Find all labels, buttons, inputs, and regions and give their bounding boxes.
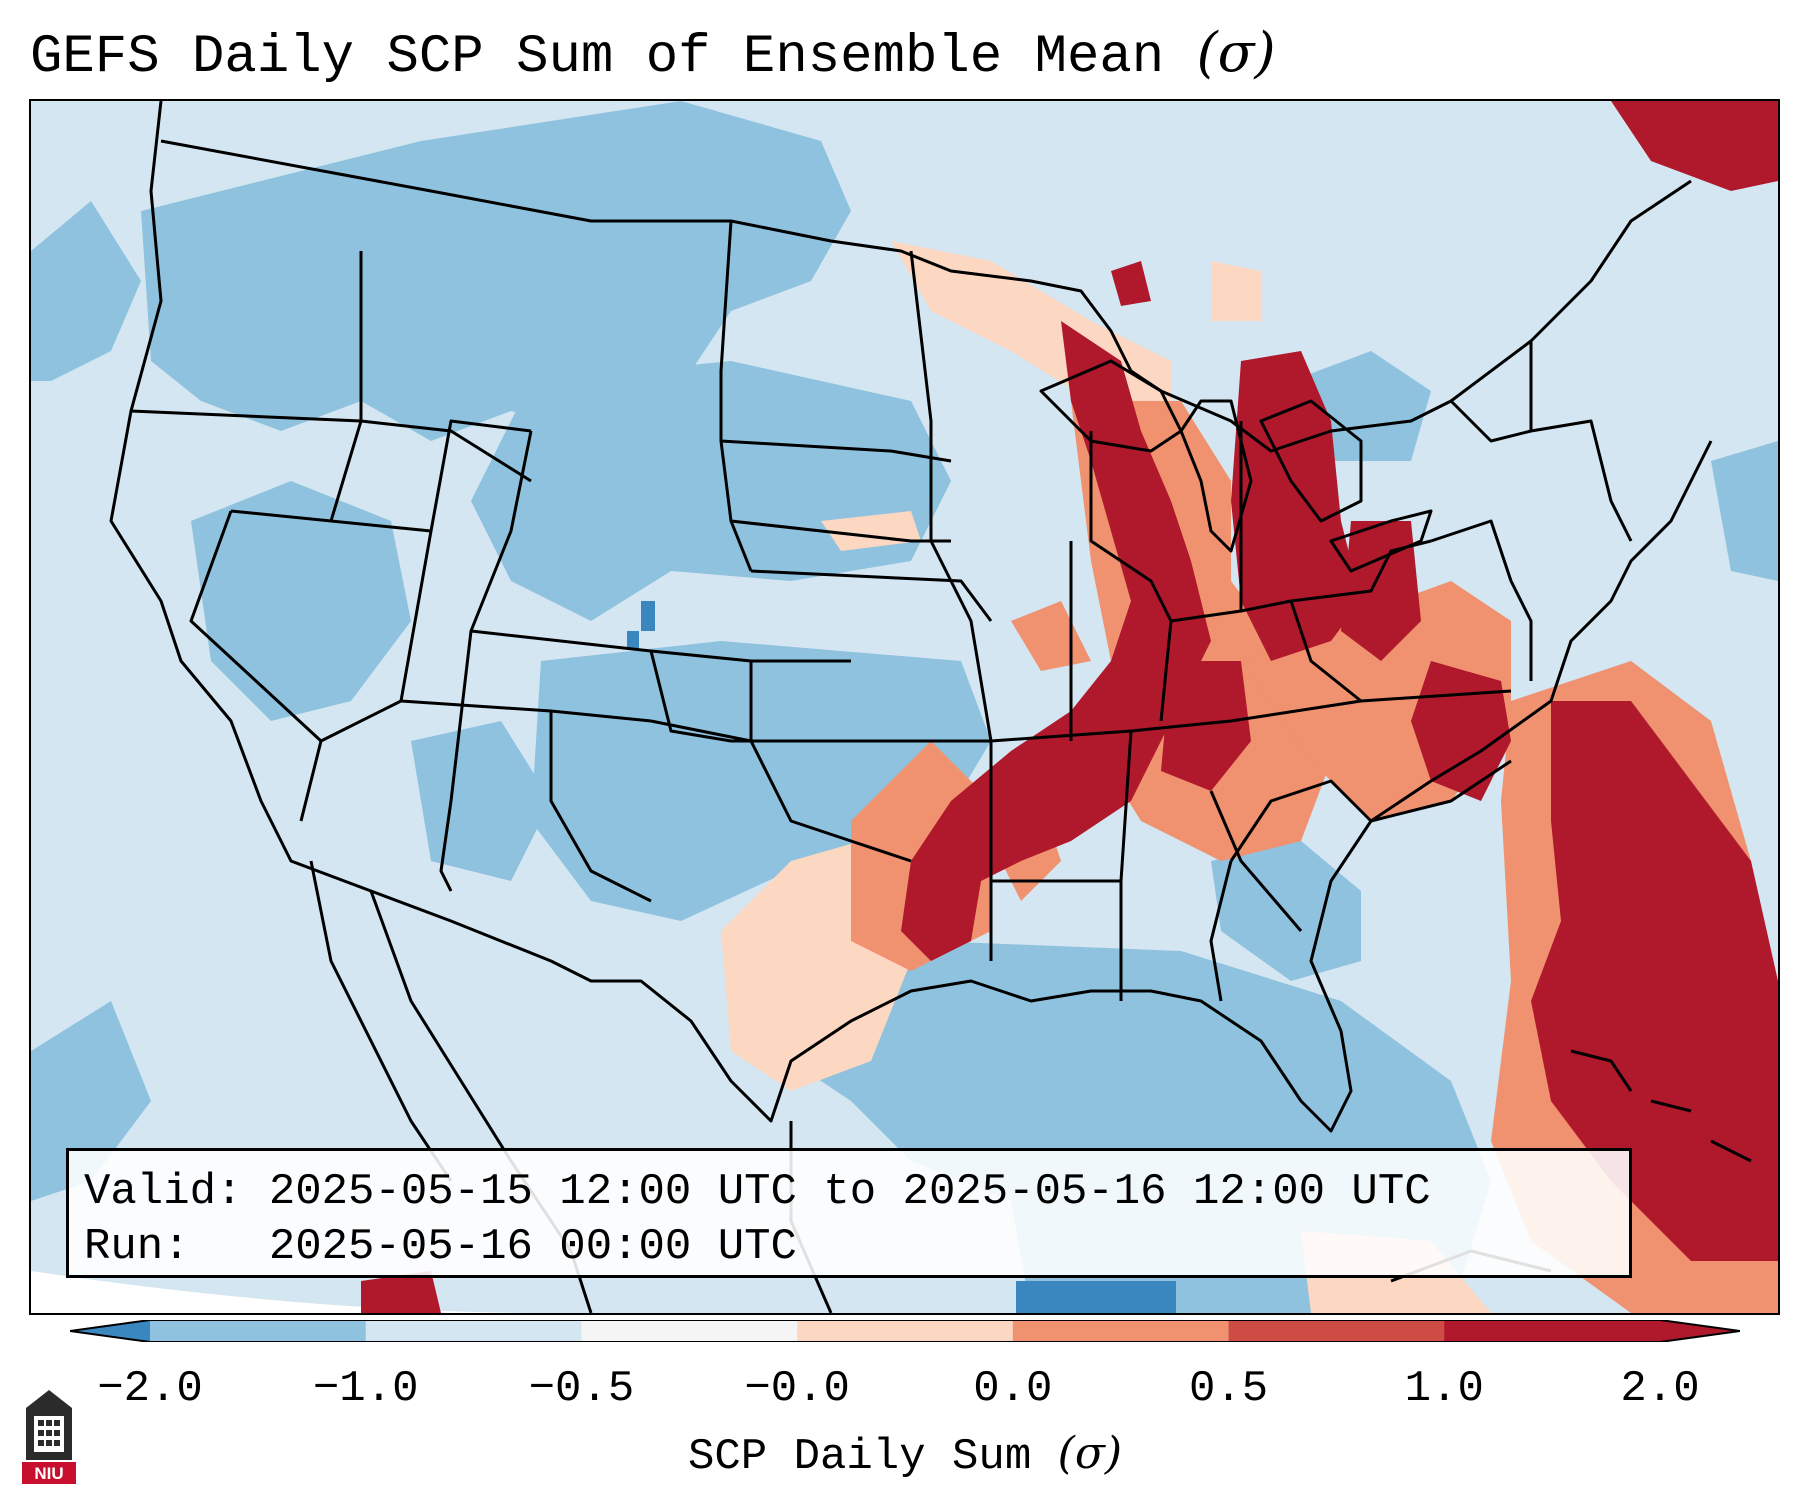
colorbar-extend-left [70, 1320, 150, 1342]
colorbar-tick-label: −0.5 [528, 1364, 635, 1414]
title-sigma: (σ) [1196, 21, 1276, 84]
niu-logo: NIU [22, 1390, 76, 1484]
colorbar-label-text: SCP Daily Sum [687, 1432, 1032, 1482]
colorbar-segment [365, 1320, 582, 1342]
colorbar-segment [797, 1320, 1014, 1342]
colorbar-tick-label: 0.0 [973, 1364, 1053, 1414]
valid-label: Valid: [84, 1167, 243, 1217]
colorbar-tick-label: 2.0 [1620, 1364, 1700, 1414]
valid-time-box: Valid: 2025-05-15 12:00 UTC to 2025-05-1… [66, 1148, 1632, 1278]
colorbar-tick-label: −0.0 [744, 1364, 850, 1414]
run-value: 2025-05-16 00:00 UTC [268, 1222, 797, 1272]
colorbar-segment [1228, 1320, 1445, 1342]
colorbar-extend-right [1660, 1320, 1740, 1342]
colorbar [70, 1320, 1740, 1342]
valid-value: 2025-05-15 12:00 UTC to 2025-05-16 12:00… [268, 1167, 1431, 1217]
valid-line: Valid: 2025-05-15 12:00 UTC to 2025-05-1… [84, 1167, 1431, 1217]
colorbar-segment [1444, 1320, 1661, 1342]
colorbar-segments [150, 1320, 1661, 1342]
colorbar-label-sigma: (σ) [1057, 1428, 1123, 1479]
colorbar-tick-label: 0.5 [1188, 1364, 1269, 1414]
run-line: Run: 2025-05-16 00:00 UTC [84, 1222, 797, 1272]
projection-edge [31, 1271, 591, 1313]
colorbar-tick-label: 1.0 [1404, 1364, 1484, 1414]
colorbar-label: SCP Daily Sum (σ) [688, 1428, 1122, 1483]
logo-text: NIU [34, 1464, 63, 1483]
map-title: GEFS Daily SCP Sum of Ensemble Mean (σ) [30, 22, 1276, 89]
colorbar-segment [1012, 1320, 1230, 1342]
colorbar-tick-label: −2.0 [97, 1364, 203, 1414]
strong-negative-spots [627, 601, 1176, 1313]
scp-field-map [31, 101, 1778, 1313]
positive-high [361, 101, 1778, 1313]
colorbar-tick-label: −1.0 [312, 1364, 419, 1414]
colorbar-segment [581, 1320, 798, 1342]
political-boundaries [109, 101, 1752, 1313]
map-panel [29, 99, 1780, 1315]
colorbar-segment [150, 1320, 367, 1342]
title-text: GEFS Daily SCP Sum of Ensemble Mean [30, 27, 1165, 88]
run-label: Run: [84, 1222, 190, 1272]
